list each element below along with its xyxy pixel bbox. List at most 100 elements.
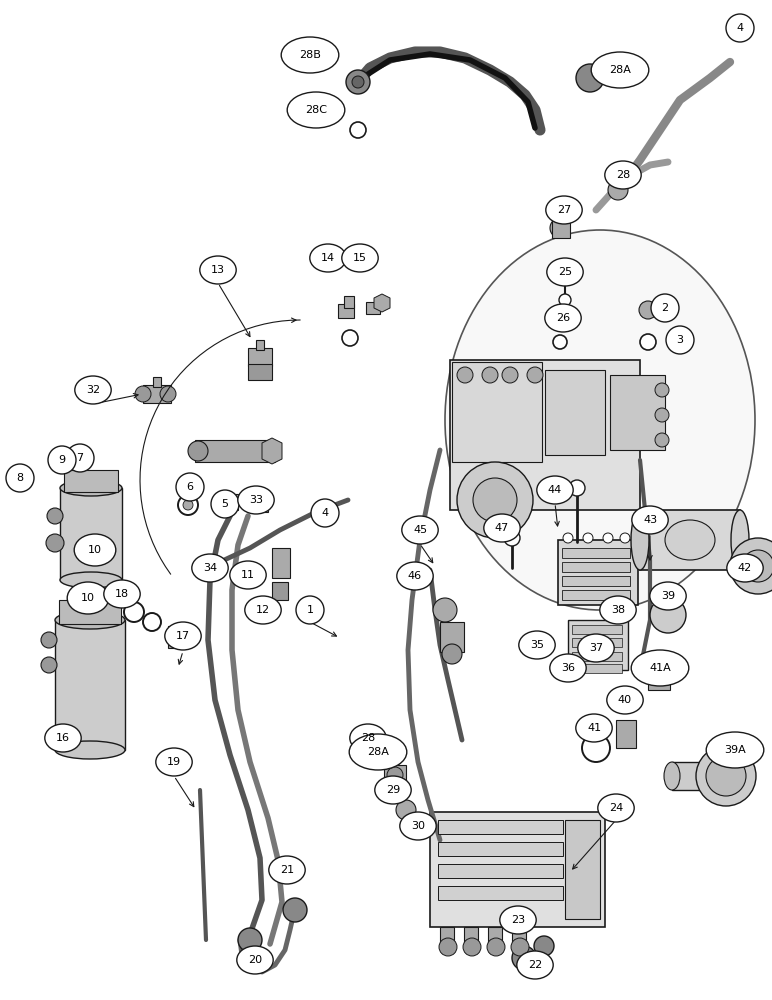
Text: 13: 13 — [211, 265, 225, 275]
Bar — [562, 548, 630, 558]
Bar — [438, 820, 563, 834]
Text: 28: 28 — [616, 170, 630, 180]
Ellipse shape — [607, 686, 643, 714]
Text: 10: 10 — [88, 545, 102, 555]
Text: 28A: 28A — [367, 747, 389, 757]
Text: 17: 17 — [176, 631, 190, 641]
Bar — [558, 540, 638, 605]
Ellipse shape — [598, 794, 635, 822]
Bar — [572, 625, 622, 634]
Ellipse shape — [400, 812, 436, 840]
Circle shape — [442, 644, 462, 664]
Circle shape — [576, 64, 604, 92]
Text: 45: 45 — [413, 525, 427, 535]
Circle shape — [655, 383, 669, 397]
Circle shape — [160, 386, 176, 402]
Ellipse shape — [374, 776, 411, 804]
Circle shape — [346, 70, 370, 94]
Text: 4: 4 — [736, 23, 743, 33]
Text: 36: 36 — [561, 663, 575, 673]
Ellipse shape — [176, 473, 204, 501]
Ellipse shape — [200, 256, 236, 284]
Ellipse shape — [537, 476, 573, 504]
Ellipse shape — [666, 326, 694, 354]
Ellipse shape — [156, 748, 192, 776]
Text: 20: 20 — [248, 955, 262, 965]
Ellipse shape — [516, 951, 554, 979]
Text: 43: 43 — [643, 515, 657, 525]
Ellipse shape — [350, 724, 386, 752]
Text: 21: 21 — [280, 865, 294, 875]
Circle shape — [482, 367, 498, 383]
Text: 15: 15 — [353, 253, 367, 263]
Ellipse shape — [238, 486, 274, 514]
Bar — [384, 765, 406, 783]
Text: 10: 10 — [81, 593, 95, 603]
Polygon shape — [262, 438, 282, 464]
Circle shape — [502, 367, 518, 383]
Text: 9: 9 — [59, 455, 66, 465]
Ellipse shape — [230, 561, 266, 589]
Ellipse shape — [55, 741, 125, 759]
Bar — [366, 302, 380, 314]
Ellipse shape — [349, 734, 407, 770]
Circle shape — [47, 508, 63, 524]
Bar — [562, 590, 630, 600]
Circle shape — [583, 533, 593, 543]
Bar — [440, 622, 464, 652]
Circle shape — [183, 500, 193, 510]
Bar — [55, 620, 125, 750]
Bar — [545, 370, 605, 455]
Text: 3: 3 — [676, 335, 683, 345]
Ellipse shape — [631, 650, 689, 686]
Ellipse shape — [245, 596, 281, 624]
Circle shape — [639, 301, 657, 319]
Bar — [616, 720, 636, 748]
Bar — [218, 494, 238, 510]
Circle shape — [608, 180, 628, 200]
Text: 40: 40 — [618, 695, 632, 705]
Circle shape — [283, 898, 307, 922]
Bar — [168, 626, 186, 648]
Ellipse shape — [48, 446, 76, 474]
Ellipse shape — [651, 294, 679, 322]
Ellipse shape — [67, 582, 109, 614]
Circle shape — [655, 433, 669, 447]
Text: 33: 33 — [249, 495, 263, 505]
Ellipse shape — [731, 510, 749, 570]
Bar — [572, 664, 622, 673]
Text: 19: 19 — [167, 757, 181, 767]
Text: 18: 18 — [115, 589, 129, 599]
Circle shape — [46, 534, 64, 552]
Text: 28A: 28A — [609, 65, 631, 75]
Text: 7: 7 — [76, 453, 83, 463]
Circle shape — [512, 946, 536, 970]
Text: 41: 41 — [587, 723, 601, 733]
Text: 42: 42 — [738, 563, 752, 573]
Text: 38: 38 — [611, 605, 625, 615]
Ellipse shape — [191, 554, 229, 582]
Circle shape — [124, 602, 144, 622]
Circle shape — [655, 408, 669, 422]
Bar — [195, 440, 275, 462]
Bar — [438, 886, 563, 900]
Ellipse shape — [499, 906, 537, 934]
Bar — [672, 762, 727, 790]
Text: 39: 39 — [661, 591, 675, 601]
Text: 6: 6 — [187, 482, 194, 492]
Bar — [248, 364, 272, 380]
Bar — [572, 638, 622, 647]
Circle shape — [143, 613, 161, 631]
Bar — [565, 820, 600, 919]
Text: 35: 35 — [530, 640, 544, 650]
Bar — [488, 927, 502, 947]
Text: 26: 26 — [556, 313, 570, 323]
Text: 12: 12 — [256, 605, 270, 615]
Text: 28: 28 — [361, 733, 375, 743]
Ellipse shape — [55, 611, 125, 629]
Ellipse shape — [577, 634, 615, 662]
Circle shape — [463, 938, 481, 956]
Text: 34: 34 — [203, 563, 217, 573]
Circle shape — [563, 533, 573, 543]
Circle shape — [178, 495, 198, 515]
